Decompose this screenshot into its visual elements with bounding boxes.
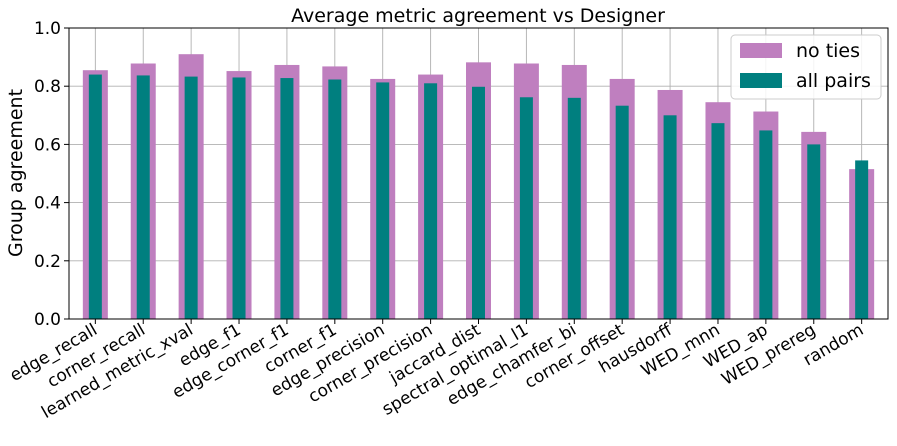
y-tick-label: 0.8 xyxy=(34,77,61,97)
legend-label-no-ties: no ties xyxy=(796,40,860,62)
bar-all-pairs xyxy=(567,97,581,319)
bar-all-pairs xyxy=(184,76,198,319)
legend-swatch-all-pairs xyxy=(740,73,782,88)
y-tick-label: 1.0 xyxy=(34,19,61,39)
y-tick-label: 0.2 xyxy=(34,252,61,272)
bar-all-pairs xyxy=(472,86,485,319)
bar-all-pairs xyxy=(280,78,294,319)
legend-swatch-no-ties xyxy=(740,43,782,58)
chart-title: Average metric agreement vs Designer xyxy=(291,5,665,27)
bar-all-pairs xyxy=(328,79,342,319)
bar-all-pairs xyxy=(136,75,150,319)
bar-all-pairs xyxy=(759,130,773,319)
bar-all-pairs xyxy=(711,123,725,319)
bar-all-pairs xyxy=(376,82,390,320)
y-tick-label: 0.6 xyxy=(34,135,61,155)
bar-all-pairs xyxy=(663,115,677,319)
bar-all-pairs xyxy=(88,74,102,319)
bar-all-pairs xyxy=(519,97,533,320)
bar-all-pairs xyxy=(855,160,869,319)
bar-all-pairs xyxy=(424,83,438,319)
y-axis-title: Group agreement xyxy=(5,89,27,257)
legend: no ties all pairs xyxy=(730,34,882,100)
y-tick-label: 0.0 xyxy=(34,310,61,330)
bar-all-pairs xyxy=(232,77,246,319)
bar-all-pairs xyxy=(615,105,629,320)
bar-layer xyxy=(82,54,875,320)
legend-label-all-pairs: all pairs xyxy=(796,70,871,92)
bar-all-pairs xyxy=(807,144,821,319)
y-tick-label: 0.4 xyxy=(34,194,61,214)
